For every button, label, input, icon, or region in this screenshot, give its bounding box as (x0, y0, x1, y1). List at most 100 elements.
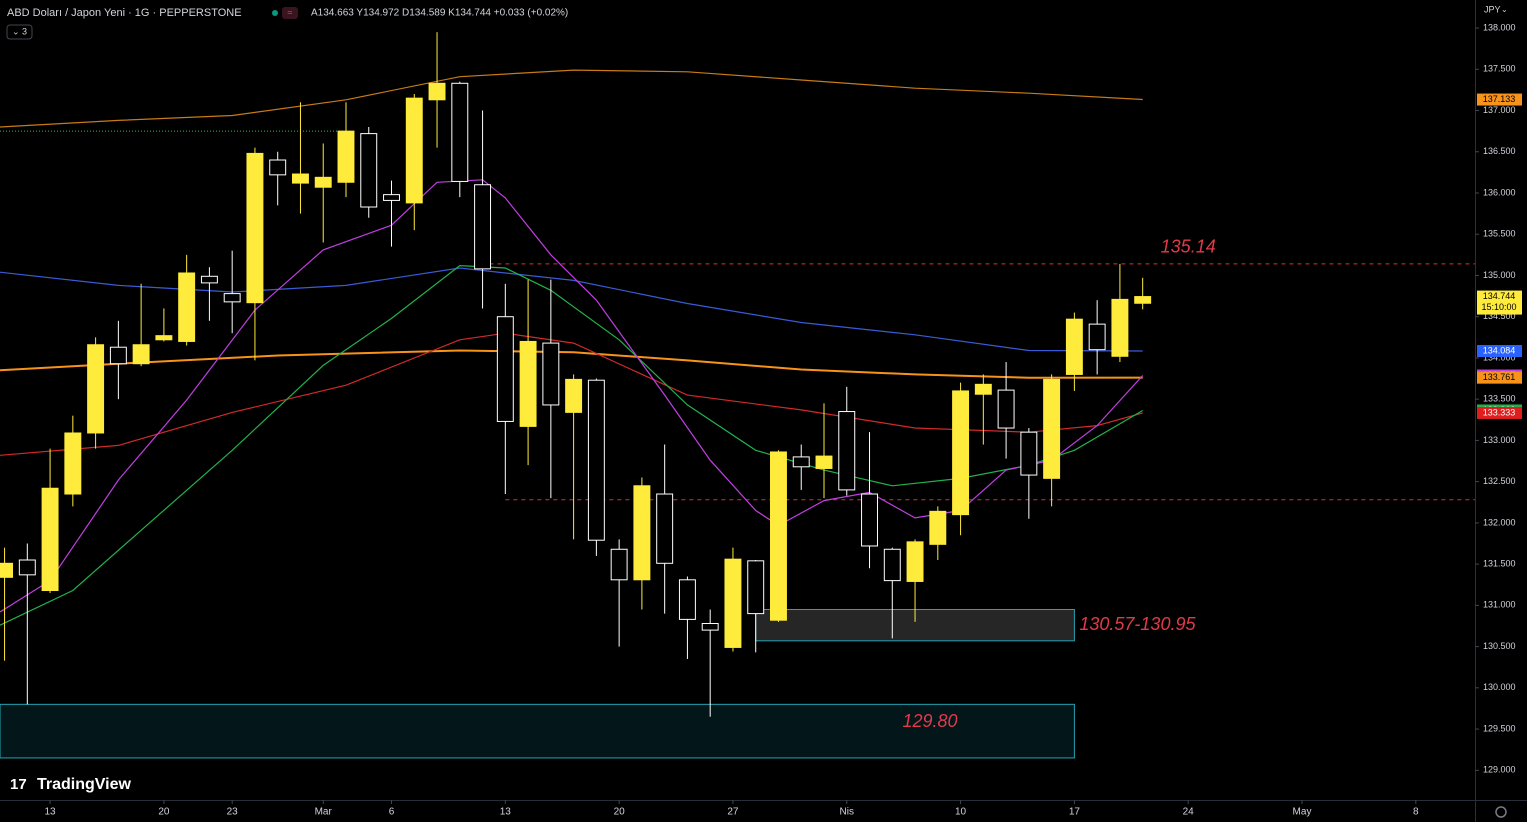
candle-body (246, 152, 264, 304)
candle-body (633, 485, 651, 581)
candle-body (747, 560, 765, 615)
y-tick-label: 131.500 (1483, 558, 1516, 568)
y-tick-label: 132.000 (1483, 517, 1516, 527)
tv-logo: TradingView (37, 776, 132, 793)
x-tick-label: 23 (227, 807, 239, 818)
zone (0, 703, 1075, 759)
x-tick-label: 10 (955, 807, 967, 818)
x-tick-label: 27 (727, 807, 739, 818)
candle-body (929, 510, 947, 545)
price-badge (1477, 345, 1522, 358)
candle-body (132, 344, 150, 365)
candle-body (18, 559, 36, 576)
ohlc-values: A134.663 Y134.972 D134.589 K134.744 +0.0… (311, 8, 568, 19)
candle-body (883, 548, 901, 582)
indicator-toggle[interactable] (6, 24, 33, 40)
price-badge (1477, 371, 1522, 384)
x-tick-label: 24 (1183, 807, 1195, 818)
candle-body (587, 379, 605, 541)
candle-body (0, 562, 14, 578)
price-badge-label: 133.761 (1483, 372, 1516, 382)
x-tick-label: May (1293, 807, 1312, 818)
y-tick-label: 133.500 (1483, 394, 1516, 404)
candle-body (1134, 296, 1152, 304)
y-tick-label: 135.000 (1483, 270, 1516, 280)
candle-body (678, 579, 696, 620)
countdown: 15:10:00 (1481, 302, 1516, 312)
candle-body (1111, 298, 1129, 357)
settings-icon[interactable] (1495, 806, 1507, 818)
candle-body (269, 159, 287, 176)
candle-body (155, 335, 173, 341)
currency[interactable]: JPY (1484, 4, 1501, 14)
candle-body (861, 493, 878, 547)
price-badge-label: 133.333 (1483, 407, 1516, 417)
candle-body (405, 97, 423, 204)
price-badge-label: 137.133 (1483, 94, 1516, 104)
candle-body (64, 432, 82, 495)
candle-body (838, 411, 856, 491)
candle-body (451, 82, 469, 182)
candle-body (1020, 431, 1038, 476)
moving-average (0, 69, 1143, 128)
x-tick-label: 13 (500, 807, 512, 818)
candle-body (496, 316, 514, 422)
indicator-count: 3 (22, 26, 27, 36)
candle-body (1065, 318, 1083, 375)
candle-body (41, 487, 59, 592)
candle-body (109, 346, 127, 365)
currency-chevron: ⌄ (1501, 5, 1508, 14)
y-tick-label: 136.500 (1483, 146, 1516, 156)
x-tick-label: 17 (1069, 807, 1081, 818)
y-tick-label: 135.500 (1483, 229, 1516, 239)
y-tick-label: 137.500 (1483, 64, 1516, 74)
candle-body (1088, 323, 1106, 351)
candle-body (337, 130, 355, 183)
moving-average (0, 349, 1143, 379)
y-tick-label: 130.000 (1483, 682, 1516, 692)
candle-body (223, 293, 241, 303)
y-tick-label: 131.000 (1483, 600, 1516, 610)
y-tick-label: 130.500 (1483, 641, 1516, 651)
y-tick-label: 132.500 (1483, 476, 1516, 486)
candle-body (770, 451, 787, 621)
candle-body (428, 82, 446, 101)
x-tick-label: 20 (614, 807, 626, 818)
y-tick-label: 129.000 (1483, 765, 1516, 775)
status-badge (282, 7, 298, 19)
annotation: 135.14 (1161, 236, 1216, 256)
candle-body (291, 173, 309, 184)
candle-body (474, 184, 492, 270)
zone-label: 130.57-130.95 (1079, 614, 1196, 634)
y-tick-label: 137.000 (1483, 105, 1516, 115)
price-badge-label: 134.744 (1483, 291, 1516, 301)
candle-body (178, 272, 196, 342)
candle-body (997, 389, 1015, 429)
candle-body (656, 493, 674, 564)
candle-body (565, 378, 583, 413)
y-tick-label: 129.500 (1483, 723, 1516, 733)
symbol-title: ABD Doları / Japon Yeni · 1G · PEPPERSTO… (7, 7, 242, 19)
candle-body (974, 383, 992, 395)
candle-body (906, 541, 924, 582)
y-tick-label: 134.500 (1483, 311, 1516, 321)
candle-body (815, 455, 833, 469)
x-tick-label: Nis (840, 807, 854, 818)
candle-body (792, 456, 810, 468)
candle-body (360, 133, 378, 208)
y-tick-label: 133.000 (1483, 435, 1516, 445)
y-tick-label: 134.000 (1483, 352, 1516, 362)
candle-body (701, 623, 719, 631)
candle-body (200, 275, 218, 284)
x-tick-label: 20 (158, 807, 170, 818)
price-badge (1477, 93, 1522, 106)
zone-label: 129.80 (902, 711, 957, 731)
plot: 130.57-130.95 129.80 135.14 (0, 32, 1475, 759)
x-tick-label: 13 (45, 807, 57, 818)
candle-body (1043, 378, 1061, 479)
candle-body (519, 340, 537, 427)
x-tick-label: Mar (315, 807, 333, 818)
chevron: ⌄ (12, 26, 20, 36)
